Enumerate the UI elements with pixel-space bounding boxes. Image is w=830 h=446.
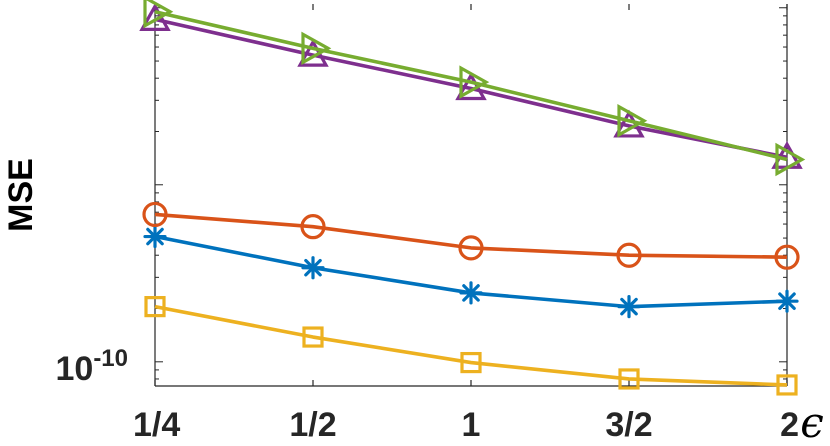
data-point-triangle-right [617,104,648,138]
series-line [154,212,788,259]
data-point-square [776,374,798,396]
series-asterisk [143,224,799,319]
asterisk-stroke [462,284,480,302]
data-point-triangle-right [301,31,332,66]
y-axis-label: MSE [2,158,40,232]
series-line [154,304,788,387]
series-line [154,9,788,162]
data-point-asterisk [301,256,325,280]
asterisk-stroke [778,292,796,310]
data-point-triangle-right [775,142,806,177]
data-point-square [144,296,166,318]
x-tick-label: 3/2 [605,406,652,444]
x-tick-label: 2 [780,406,799,444]
series-triangle-right [143,0,806,177]
data-point-circle [458,235,484,261]
data-point-square [302,326,324,348]
series-group [139,0,806,396]
data-point-circle [300,214,326,240]
data-point-square [618,368,640,390]
data-point-asterisk [617,295,641,319]
data-point-asterisk [775,289,799,313]
x-axis-label: ϵ [800,398,824,446]
x-tick-label: 1/2 [289,406,336,444]
x-tick-label: 1/4 [133,406,180,444]
data-point-circle [774,244,800,270]
series-circle [142,201,800,270]
asterisk-stroke [146,227,164,246]
asterisk-stroke [620,297,638,316]
data-point-triangle-right [459,65,490,99]
data-point-triangle-right [143,0,174,29]
tick-labels: 1/4 1/2 1 3/2 2 10-10 [55,345,799,444]
asterisk-stroke [304,258,322,277]
data-point-circle [142,201,168,228]
data-point-asterisk [459,281,483,305]
series-line [154,17,788,160]
axes [154,4,788,387]
y-tick-label: 10-10 [55,345,128,388]
data-point-circle [616,242,642,268]
x-tick-label: 1 [462,406,481,444]
data-point-square [460,351,482,374]
data-point-asterisk [143,224,167,249]
series-square [144,296,798,396]
